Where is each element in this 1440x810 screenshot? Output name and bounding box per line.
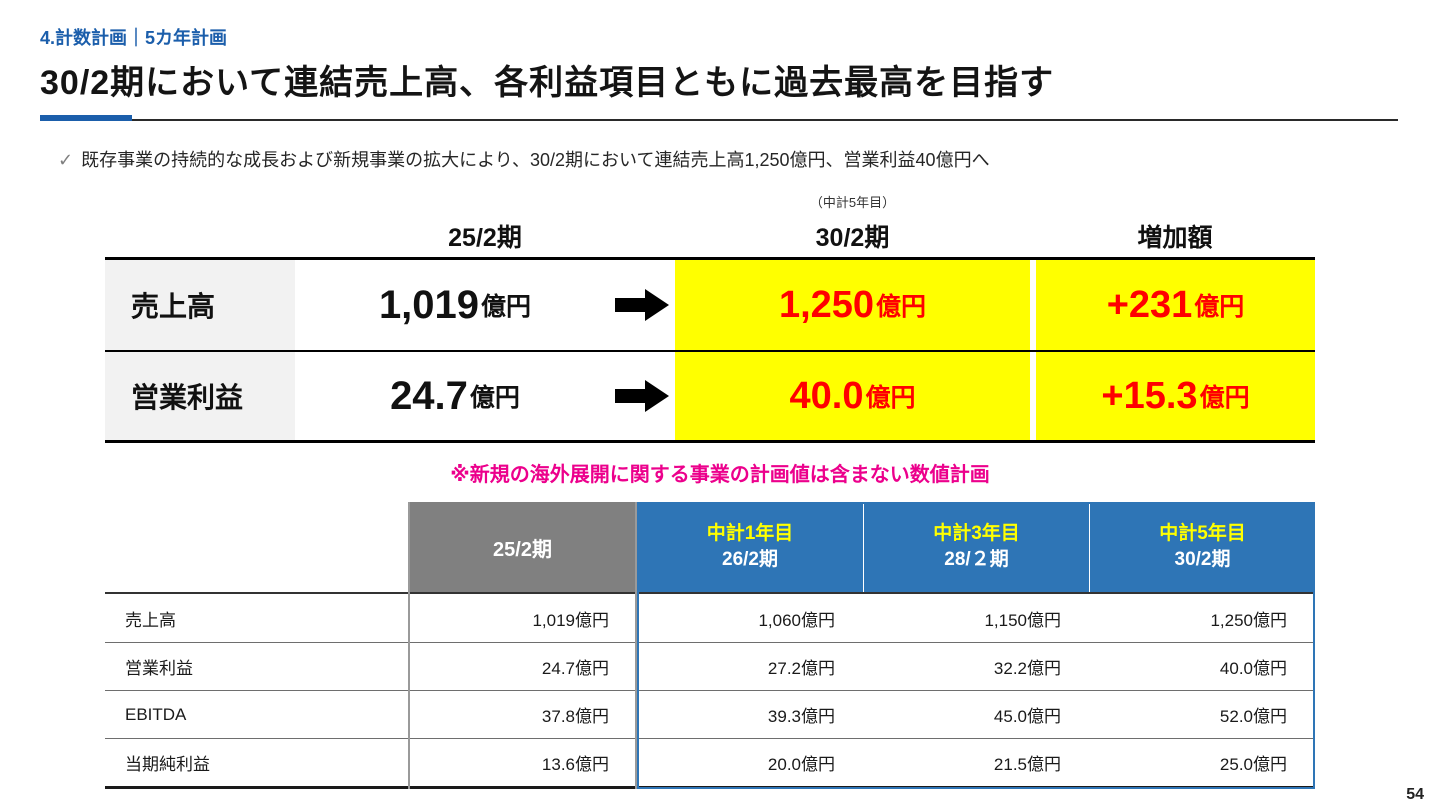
cell-fy30: 52.0億円 [1219, 707, 1287, 726]
header-plan-year5-title: 中計5年目 [1159, 523, 1246, 545]
column-gap [1030, 352, 1036, 440]
base-value-cell: 1,019 億円 [295, 260, 615, 350]
cell-fy26: 20.0億円 [767, 755, 835, 774]
header-plan-year1-period: 26/2期 [722, 549, 778, 570]
plan-year-note: （中計5年目） [809, 195, 896, 210]
summary-header-delta: 増加額 [1137, 224, 1213, 252]
plan-value: 1,250 [778, 283, 875, 326]
table-row-net-income: 当期純利益 13.6億円 20.0億円 21.5億円 25.0億円 [105, 738, 1315, 786]
plan-unit: 億円 [876, 293, 927, 321]
page-number: 54 [1406, 786, 1424, 803]
delta-value: +15.3 [1101, 374, 1198, 417]
cell-fy30: 40.0億円 [1219, 659, 1287, 678]
row-label: 営業利益 [105, 352, 295, 440]
header-plan-year5-period: 30/2期 [1174, 549, 1231, 570]
cell-fy25: 1,019億円 [532, 610, 609, 630]
gray-column-border-right [635, 502, 637, 789]
table-row-sales: 売上高 1,019億円 1,060億円 1,150億円 1,250億円 [105, 594, 1315, 642]
header-plan-year1-title: 中計1年目 [706, 523, 794, 545]
cell-fy28: 1,150億円 [984, 610, 1061, 630]
table-row-ebitda: EBITDA 37.8億円 39.3億円 45.0億円 52.0億円 [105, 690, 1315, 738]
row-label: 売上高 [105, 260, 295, 350]
detail-table: 25/2期 中計1年目 26/2期 中計3年目 28/２期 中計5年目 30/2… [105, 502, 1315, 789]
exclusion-note: ※新規の海外展開に関する事業の計画値は含まない数値計画 [450, 464, 990, 486]
cell-fy25: 24.7億円 [541, 659, 609, 678]
cell-fy25: 37.8億円 [541, 707, 609, 726]
plan-unit: 億円 [865, 384, 916, 412]
check-icon: ✓ [58, 150, 74, 170]
cell-fy26: 27.2億円 [767, 659, 835, 678]
base-value-cell: 24.7 億円 [295, 352, 615, 440]
base-value: 1,019 [378, 282, 480, 327]
row-label: 売上高 [125, 610, 176, 630]
gray-column-border-left [408, 502, 410, 789]
row-label: 営業利益 [125, 659, 193, 678]
cell-fy25: 13.6億円 [541, 755, 609, 774]
cell-fy30: 1,250億円 [1210, 610, 1287, 630]
cell-fy28: 45.0億円 [993, 707, 1061, 726]
plan-value: 40.0 [789, 374, 864, 417]
delta-value-cell: +231 億円 [1036, 260, 1315, 350]
right-arrow-icon [615, 380, 669, 412]
cell-fy26: 1,060億円 [758, 610, 835, 630]
cell-fy30: 25.0億円 [1219, 755, 1287, 774]
detail-table-header: 25/2期 中計1年目 26/2期 中計3年目 28/２期 中計5年目 30/2… [105, 502, 1315, 592]
header-spacer [105, 502, 408, 592]
cell-fy28: 21.5億円 [993, 755, 1061, 774]
row-label: EBITDA [125, 704, 187, 724]
header-plan-year3-period: 28/２期 [944, 549, 1009, 570]
base-unit: 億円 [469, 384, 520, 412]
delta-unit: 億円 [1199, 384, 1250, 412]
arrow-cell [615, 260, 675, 350]
header-plan-year5: 中計5年目 30/2期 [1089, 502, 1315, 592]
delta-value-cell: +15.3 億円 [1036, 352, 1315, 440]
header-plan-year3-title: 中計3年目 [933, 523, 1020, 545]
header-plan-year3: 中計3年目 28/２期 [863, 502, 1089, 592]
section-label: 4.計数計画｜5カ年計画 [40, 28, 228, 48]
summary-header-base: 25/2期 [448, 224, 522, 252]
cell-fy26: 39.3億円 [767, 707, 835, 726]
detail-table-body: 売上高 1,019億円 1,060億円 1,150億円 1,250億円 営業利益… [105, 592, 1315, 789]
row-label: 当期純利益 [125, 755, 210, 774]
page-title: 30/2期において連結売上高、各利益項目ともに過去最高を目指す [40, 64, 1055, 102]
arrow-cell [615, 352, 675, 440]
key-message: ✓ 既存事業の持続的な成長および新規事業の拡大により、30/2期において連結売上高… [58, 146, 990, 172]
title-accent-bar [40, 115, 132, 121]
cell-fy28: 32.2億円 [993, 659, 1061, 678]
summary-header-plan: 30/2期 [815, 224, 890, 252]
summary-row-operating-profit: 営業利益 24.7 億円 40.0 億円 +15.3 億円 [105, 350, 1315, 440]
header-plan-year1: 中計1年目 26/2期 [637, 502, 863, 592]
right-arrow-icon [615, 289, 669, 321]
base-value: 24.7 [390, 373, 468, 418]
summary-row-sales: 売上高 1,019 億円 1,250 億円 +231 億円 [105, 260, 1315, 350]
base-unit: 億円 [481, 293, 532, 321]
column-gap [1030, 260, 1036, 350]
plan-value-cell: 1,250 億円 [675, 260, 1030, 350]
title-underline [40, 119, 1398, 121]
header-fy25: 25/2期 [408, 502, 637, 592]
key-message-text: 既存事業の持続的な成長および新規事業の拡大により、30/2期において連結売上高1… [81, 150, 990, 170]
table-row-operating-profit: 営業利益 24.7億円 27.2億円 32.2億円 40.0億円 [105, 642, 1315, 690]
delta-value: +231 [1106, 283, 1193, 326]
summary-table: 売上高 1,019 億円 1,250 億円 +231 億円 営業利益 24.7 … [105, 257, 1315, 443]
plan-value-cell: 40.0 億円 [675, 352, 1030, 440]
delta-unit: 億円 [1194, 293, 1245, 321]
